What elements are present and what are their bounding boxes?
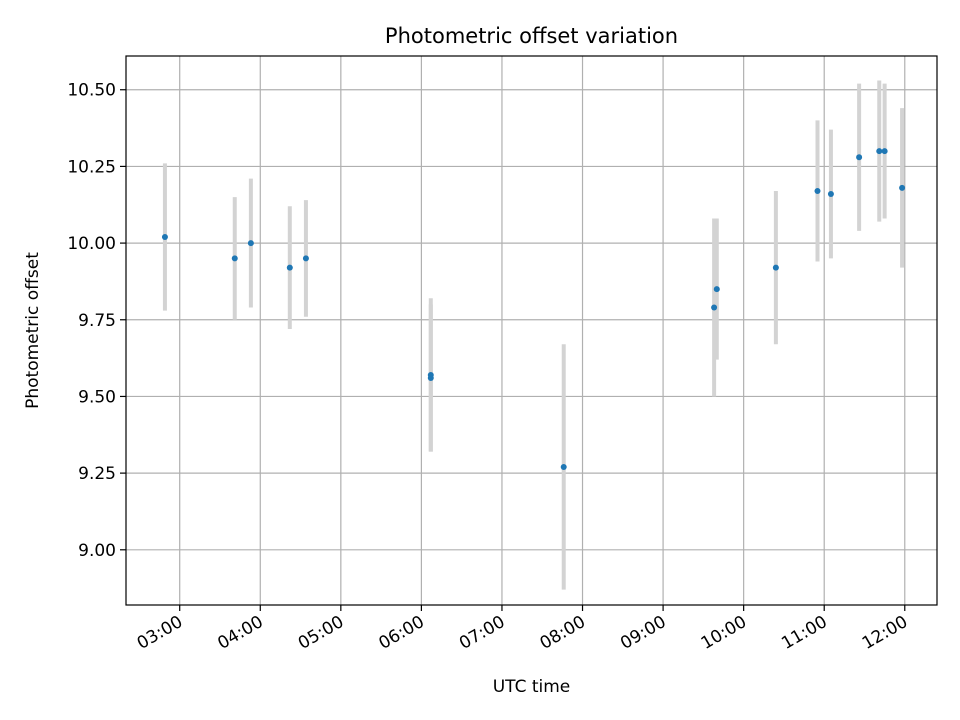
plot-frame: [125, 55, 938, 606]
data-point: [161, 233, 168, 240]
data-point: [876, 148, 883, 155]
data-points: [161, 148, 906, 470]
y-tick-label: 10.50: [67, 81, 116, 101]
y-tick-label: 9.50: [78, 387, 116, 407]
y-tick-label: 9.75: [78, 311, 116, 331]
data-point: [427, 375, 434, 382]
data-point: [881, 148, 888, 155]
y-axis-label: Photometric offset: [23, 252, 43, 409]
y-tick-label: 10.25: [67, 157, 116, 177]
data-point: [711, 304, 718, 311]
x-tick-label: 06:00: [375, 612, 427, 654]
x-tick-label: 04:00: [214, 612, 266, 654]
y-tick-label: 10.00: [67, 234, 116, 254]
y-tick-label: 9.25: [78, 464, 116, 484]
x-tick-label: 07:00: [456, 612, 508, 654]
data-point: [286, 264, 293, 271]
y-tick-label: 9.00: [78, 541, 116, 561]
chart-title: Photometric offset variation: [385, 24, 678, 48]
x-tick-label: 08:00: [537, 612, 589, 654]
x-tick-label: 12:00: [859, 612, 911, 654]
x-tick-label: 09:00: [617, 612, 669, 654]
x-tick-label: 03:00: [134, 612, 186, 654]
x-axis-label: UTC time: [493, 677, 571, 697]
data-point: [713, 286, 720, 293]
data-point: [302, 255, 309, 262]
data-point: [899, 184, 906, 191]
data-point: [814, 187, 821, 194]
data-point: [247, 240, 254, 247]
x-tick-label: 11:00: [778, 612, 830, 654]
error-bars: [162, 80, 905, 590]
data-point: [772, 264, 779, 271]
y-axis-ticks: 9.00 9.25 9.50 9.75 10.00 10.25 10.50: [67, 81, 126, 561]
x-tick-label: 05:00: [295, 612, 347, 654]
x-axis-ticks: 03:00 04:00 05:00 06:00 07:00 08:00 09:00 10:00…: [134, 605, 911, 654]
grid-lines: [126, 56, 937, 605]
data-point: [827, 191, 834, 198]
data-point: [856, 154, 863, 161]
x-tick-label: 10:00: [698, 612, 750, 654]
data-point: [231, 255, 238, 262]
data-point: [560, 463, 567, 470]
